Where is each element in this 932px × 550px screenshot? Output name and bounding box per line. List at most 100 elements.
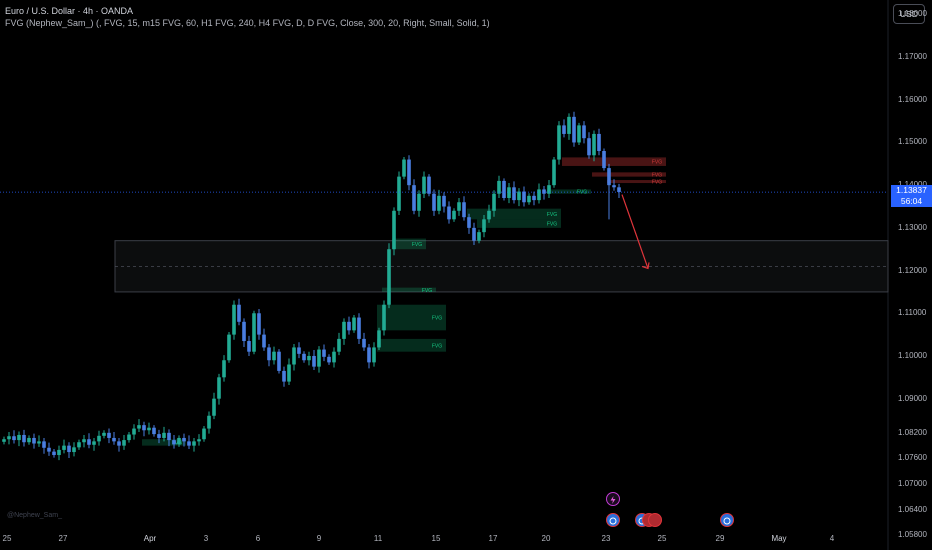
candle-body (92, 441, 96, 445)
price-tick-label: 1.07000 (898, 479, 927, 489)
candle-body (202, 428, 206, 440)
candle-body (162, 432, 166, 438)
candle-body (142, 425, 146, 431)
fvg-bullish-box (142, 439, 186, 446)
candle-body (102, 432, 106, 436)
candle-body (27, 437, 31, 443)
candle-body (572, 116, 576, 143)
fvg-bullish-box (477, 219, 561, 228)
candle-body (477, 232, 481, 241)
price-tick-label: 1.05800 (898, 530, 927, 540)
candle-body (512, 187, 516, 201)
candle-body (387, 249, 391, 305)
candle-body (167, 432, 171, 441)
candle-body (377, 330, 381, 348)
candle-body (112, 437, 116, 442)
candle-body (402, 159, 406, 177)
fvg-bullish-box (547, 189, 591, 194)
candle-body (312, 355, 316, 367)
candle-body (597, 133, 601, 152)
candle-body (392, 210, 396, 250)
flag-event-icon[interactable] (720, 513, 734, 527)
candle-body (607, 168, 611, 186)
candle-body (257, 313, 261, 335)
candle-body (182, 437, 186, 442)
candle-body (67, 445, 71, 453)
time-tick-label: 9 (316, 534, 322, 543)
candle-body (537, 189, 541, 201)
candle-body (87, 439, 91, 445)
fvg-label: FVG (432, 343, 442, 349)
fvg-label: FVG (577, 190, 587, 196)
candle-body (487, 210, 491, 220)
candle-body (52, 451, 56, 456)
flag-event-icon[interactable] (648, 513, 662, 527)
fvg-label: FVG (547, 212, 557, 218)
fvg-bearish-box (562, 157, 666, 166)
time-tick-label: 25 (2, 534, 12, 543)
candle-body (277, 351, 281, 371)
candle-body (442, 195, 446, 207)
time-tick-label: 6 (255, 534, 261, 543)
candle-body (97, 435, 101, 442)
candle-body (407, 159, 411, 186)
candle-body (252, 313, 256, 352)
fvg-label: FVG (412, 242, 422, 248)
candle-body (547, 185, 551, 194)
candle-body (397, 176, 401, 211)
candle-body (57, 449, 61, 456)
candle-body (2, 439, 6, 442)
flag-event-icon[interactable] (606, 513, 620, 527)
symbol-title[interactable]: Euro / U.S. Dollar · 4h · OANDA (5, 6, 134, 16)
time-tick-label: 4 (829, 534, 835, 543)
candle-body (12, 436, 16, 441)
candle-body (462, 202, 466, 218)
candle-body (422, 176, 426, 194)
candle-body (17, 434, 21, 441)
chart-header: Euro / U.S. Dollar · 4h · OANDA FVG (Nep… (5, 5, 490, 29)
fvg-label: FVG (422, 288, 432, 294)
candle-body (292, 347, 296, 365)
candle-body (432, 193, 436, 211)
candle-body (352, 317, 356, 331)
candle-body (532, 195, 536, 201)
candle-body (37, 441, 41, 444)
fvg-bullish-box (382, 287, 436, 292)
candle-body (602, 151, 606, 169)
candle-body (307, 355, 311, 361)
candle-body (447, 206, 451, 220)
candle-body (427, 176, 431, 194)
time-tick-label: 11 (373, 534, 383, 543)
candle-body (77, 442, 81, 448)
price-tick-label: 1.09000 (898, 393, 927, 403)
candle-body (452, 210, 456, 220)
fvg-bearish-box (607, 180, 666, 184)
projection-arrowhead (641, 262, 650, 270)
time-tick-label: Apr (143, 534, 157, 543)
lightning-event-icon[interactable] (606, 492, 620, 506)
candle-body (32, 437, 36, 444)
time-tick-label: 15 (431, 534, 441, 543)
candle-body (212, 398, 216, 416)
candle-body (412, 185, 416, 211)
candle-body (302, 353, 306, 361)
indicator-legend[interactable]: FVG (Nephew_Sam_) (, FVG, 15, m15 FVG, 6… (5, 18, 490, 28)
candle-body (232, 304, 236, 335)
current-price-tag: 1.13837 56:04 (891, 185, 932, 207)
price-tick-label: 1.15000 (898, 137, 927, 147)
candle-body (222, 360, 226, 378)
fvg-label: FVG (547, 222, 557, 228)
candle-body (107, 432, 111, 438)
candle-body (217, 377, 221, 399)
candle-body (317, 349, 321, 367)
candle-body (552, 159, 556, 186)
fvg-bullish-box (377, 338, 446, 352)
candle-body (337, 338, 341, 352)
candle-body (72, 447, 76, 453)
currency-button[interactable]: USD (893, 4, 925, 24)
candle-body (507, 187, 511, 198)
candle-body (152, 427, 156, 435)
price-tick-label: 1.17000 (898, 52, 927, 62)
candle-body (322, 349, 326, 357)
